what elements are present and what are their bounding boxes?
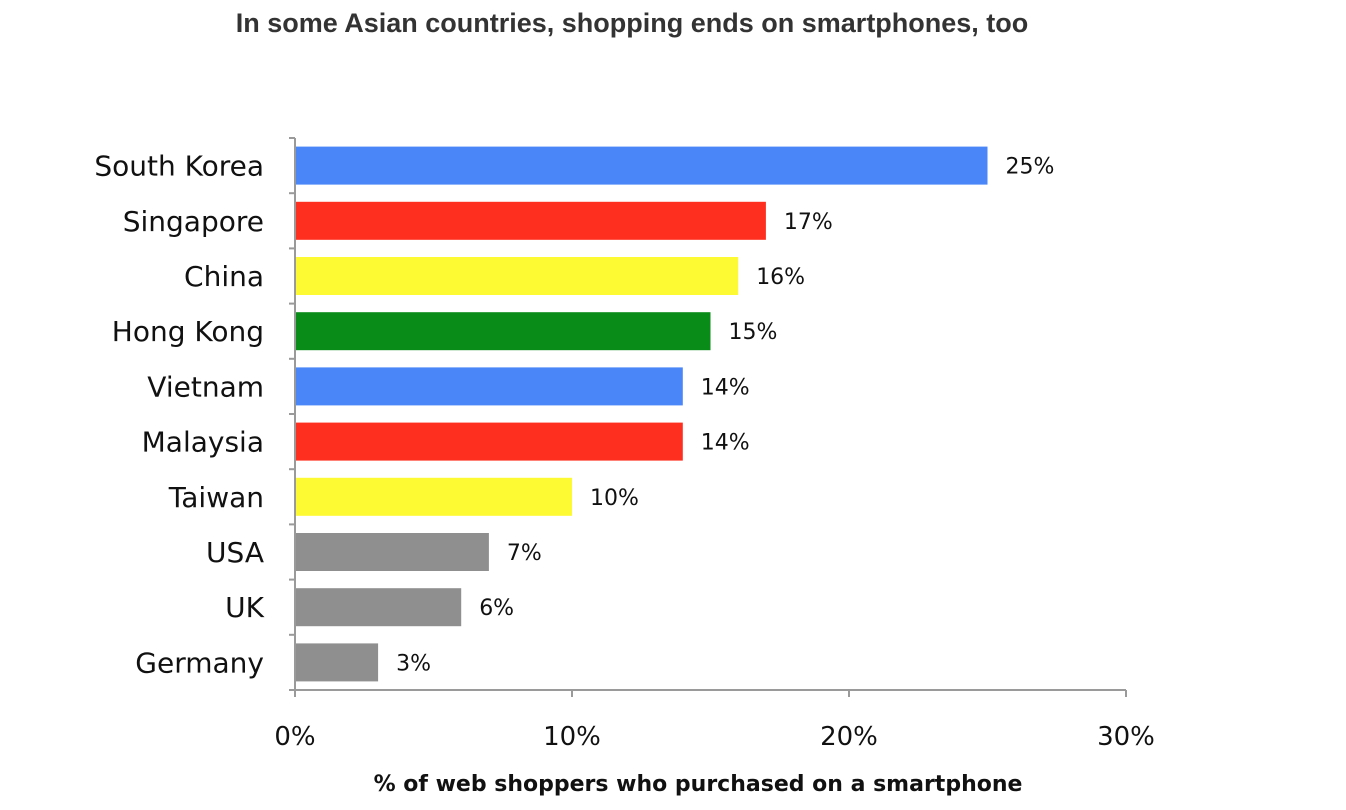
category-label: Vietnam: [147, 370, 264, 403]
bar-singapore: [295, 201, 766, 240]
bar-germany: [295, 643, 379, 682]
value-label: 14%: [701, 375, 750, 400]
x-tick-label: 30%: [1097, 722, 1155, 752]
bars-group: [295, 146, 988, 682]
category-label: USA: [206, 536, 264, 569]
x-tick-label: 10%: [543, 722, 601, 752]
value-label: 15%: [729, 320, 778, 345]
bar-china: [295, 257, 739, 295]
labels-group: South Korea 25% Singapore 17% China 16% Hong K…: [94, 150, 1155, 752]
category-label: Malaysia: [142, 426, 264, 459]
value-label: 25%: [1006, 155, 1055, 180]
x-axis-title: % of web shoppers who purchased on a sma…: [374, 772, 1023, 797]
chart-title: In some Asian countries, shopping ends o…: [235, 8, 1029, 38]
value-label: 16%: [756, 265, 805, 290]
category-label: Hong Kong: [112, 315, 264, 348]
category-label: South Korea: [94, 150, 264, 183]
category-label: China: [184, 260, 264, 293]
value-label: 7%: [507, 541, 542, 566]
value-label: 3%: [396, 651, 431, 676]
value-label: 10%: [590, 486, 639, 511]
bar-malaysia: [295, 422, 683, 461]
value-label: 6%: [479, 596, 514, 621]
value-label: 17%: [784, 210, 833, 235]
x-tick-label: 20%: [820, 722, 878, 752]
bar-taiwan: [295, 477, 572, 516]
axes-group: [289, 137, 1127, 697]
category-label: Singapore: [123, 205, 264, 238]
category-label: Taiwan: [168, 481, 264, 514]
bar-usa: [295, 533, 489, 571]
bar-uk: [295, 588, 462, 627]
value-label: 14%: [701, 431, 750, 456]
bar-vietnam: [295, 367, 683, 406]
bar-hong-kong: [295, 312, 711, 351]
x-tick-label: 0%: [274, 722, 315, 752]
category-label: UK: [225, 591, 264, 624]
bar-south-korea: [295, 146, 988, 185]
category-label: Germany: [135, 646, 264, 679]
